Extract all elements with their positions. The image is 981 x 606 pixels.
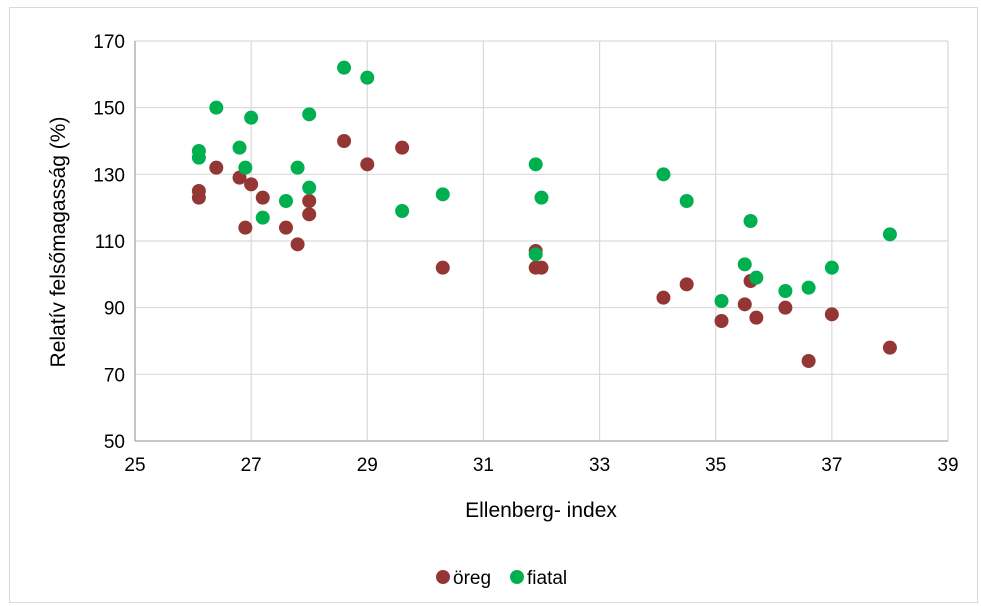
- data-point-fiatal: [302, 180, 317, 195]
- legend-label-öreg: öreg: [453, 568, 491, 589]
- data-point-fiatal: [528, 157, 543, 172]
- legend-marker-öreg: [436, 570, 450, 584]
- x-tick-label: 37: [821, 455, 842, 476]
- y-tick-label: 110: [95, 232, 125, 253]
- series-öreg: [191, 134, 897, 368]
- data-point-fiatal: [679, 194, 694, 208]
- data-point-öreg: [209, 160, 224, 175]
- data-point-fiatal: [395, 204, 410, 218]
- data-point-fiatal: [528, 247, 543, 262]
- data-point-öreg: [801, 354, 816, 368]
- x-tick-label: 33: [589, 455, 610, 476]
- data-point-öreg: [435, 260, 450, 275]
- y-tick-label: 70: [104, 365, 125, 386]
- data-point-öreg: [302, 207, 317, 222]
- data-point-fiatal: [778, 284, 793, 298]
- axes: [134, 41, 948, 442]
- data-point-fiatal: [882, 227, 897, 242]
- x-tick-label: 35: [705, 455, 726, 476]
- x-tick-label: 27: [241, 455, 262, 476]
- data-point-öreg: [824, 307, 839, 322]
- data-point-fiatal: [360, 70, 375, 85]
- data-point-öreg: [679, 277, 694, 292]
- data-points: [191, 60, 897, 368]
- data-point-fiatal: [244, 110, 259, 125]
- data-point-fiatal: [337, 60, 352, 75]
- data-point-öreg: [255, 190, 270, 205]
- y-tick-label: 90: [104, 299, 125, 320]
- data-point-öreg: [714, 314, 729, 328]
- data-point-fiatal: [824, 260, 839, 275]
- data-point-öreg: [290, 237, 305, 252]
- x-axis-title: Ellenberg- index: [465, 499, 617, 522]
- y-tick-label: 150: [93, 99, 125, 120]
- legend-label-fiatal: fiatal: [527, 568, 567, 589]
- data-point-öreg: [749, 310, 764, 325]
- data-point-öreg: [238, 220, 253, 235]
- data-point-öreg: [737, 297, 752, 312]
- data-point-fiatal: [191, 150, 206, 165]
- data-point-öreg: [244, 177, 259, 192]
- data-point-fiatal: [435, 187, 450, 202]
- data-point-öreg: [778, 300, 793, 315]
- data-point-fiatal: [534, 190, 549, 205]
- data-point-öreg: [882, 340, 897, 355]
- data-point-öreg: [337, 134, 352, 148]
- data-point-fiatal: [737, 257, 752, 272]
- series-fiatal: [191, 60, 897, 308]
- data-point-fiatal: [656, 167, 671, 182]
- data-point-öreg: [395, 140, 410, 155]
- data-point-öreg: [302, 194, 317, 208]
- x-tick-labels: 25 27 29 31 33 35 37 39: [124, 455, 958, 476]
- data-point-öreg: [656, 290, 671, 305]
- data-point-öreg: [191, 190, 206, 205]
- data-point-fiatal: [749, 270, 764, 285]
- chart-frame: [9, 7, 978, 603]
- data-point-fiatal: [232, 140, 247, 155]
- data-point-fiatal: [255, 210, 270, 225]
- data-point-fiatal: [278, 194, 293, 208]
- legend: öreg fiatal: [436, 568, 567, 589]
- data-point-öreg: [278, 220, 293, 235]
- data-point-öreg: [534, 260, 549, 275]
- data-point-fiatal: [302, 107, 317, 122]
- y-tick-labels: 50 70 90 110 130 150 170: [93, 32, 125, 453]
- y-tick-label: 170: [93, 32, 125, 53]
- x-tick-label: 29: [357, 455, 378, 476]
- grid-lines: [135, 40, 949, 441]
- x-tick-label: 25: [124, 455, 145, 476]
- y-tick-label: 50: [104, 432, 125, 453]
- data-point-fiatal: [209, 100, 224, 115]
- data-point-fiatal: [714, 294, 729, 308]
- y-axis-title: Relatív felsőmagasság (%): [47, 117, 70, 368]
- data-point-fiatal: [743, 214, 758, 228]
- y-tick-label: 130: [93, 165, 125, 186]
- x-tick-label: 39: [937, 455, 958, 476]
- x-tick-label: 31: [473, 455, 494, 476]
- data-point-fiatal: [238, 160, 253, 175]
- legend-marker-fiatal: [510, 570, 524, 584]
- data-point-öreg: [360, 157, 375, 172]
- data-point-fiatal: [290, 160, 305, 175]
- data-point-fiatal: [801, 280, 816, 295]
